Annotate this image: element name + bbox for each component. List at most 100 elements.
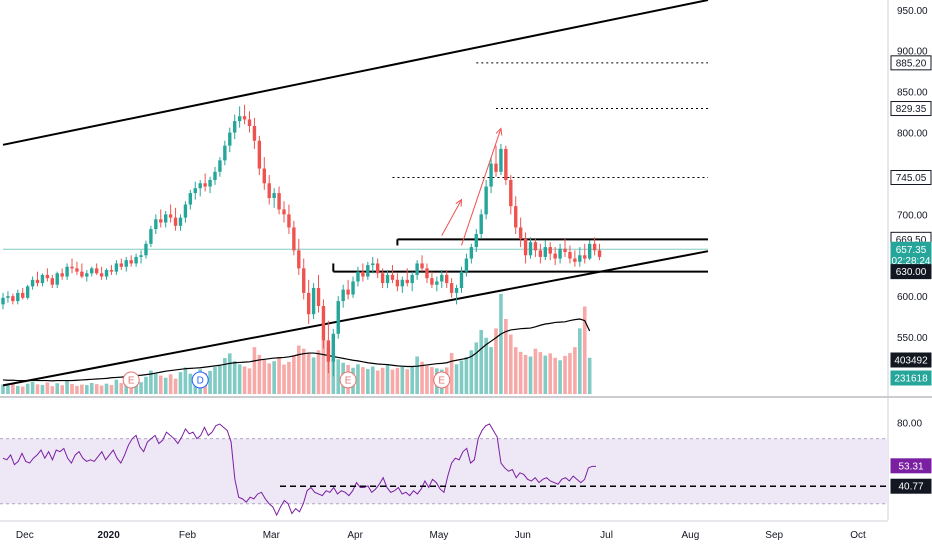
volume-bar [114, 379, 119, 394]
candle-body [302, 268, 306, 293]
volume-bar [89, 382, 94, 394]
rsi-value-badge-box [890, 458, 932, 474]
candle-body [361, 271, 365, 277]
candle-body [104, 270, 109, 277]
volume-bar [30, 381, 35, 394]
candle-body [60, 273, 64, 277]
volume-bar [504, 319, 508, 394]
projection-arrow [441, 199, 462, 236]
volume-bar [227, 353, 232, 394]
volume-bar [494, 328, 498, 394]
time-tick-label: Feb [179, 530, 197, 541]
candle-body [159, 219, 163, 223]
candle-body [474, 234, 478, 248]
event-marker-circle [191, 371, 209, 389]
volume-bar [366, 369, 370, 394]
candle-body [449, 283, 454, 293]
projection-arrows [441, 127, 503, 246]
candle-body [464, 258, 469, 272]
candle-body [435, 281, 439, 285]
volume-bar [183, 367, 188, 394]
volume-bar [178, 372, 183, 394]
event-marker-earnings[interactable]: E [122, 371, 140, 389]
volume-bar [316, 350, 321, 394]
projection-arrowhead [495, 127, 503, 136]
volume-bar [282, 364, 286, 394]
time-tick-label: Jun [515, 530, 531, 541]
volume-bar [242, 366, 247, 394]
volume-average-badge-box [890, 352, 932, 368]
projection-arrow [461, 128, 502, 246]
candle-body [16, 292, 20, 302]
volume-bar [223, 358, 227, 394]
price-badge-text: 745.05 [896, 173, 927, 184]
volume-bar [11, 383, 15, 394]
price-tick-label: 950.00 [897, 6, 928, 17]
volume-bar [292, 356, 296, 394]
volume-bar [469, 350, 474, 394]
volume-bar [139, 382, 143, 394]
volume-bar [104, 383, 109, 394]
candle-body [208, 180, 212, 187]
candle-body [90, 268, 94, 274]
volume-bar [124, 381, 129, 394]
time-tick-label: Sep [765, 530, 783, 541]
candle-body [543, 247, 547, 257]
rsi-band-fill [0, 438, 888, 504]
volume-bar [573, 347, 577, 394]
candle-body [183, 204, 188, 218]
event-marker-earnings[interactable]: E [339, 371, 357, 389]
rsi-line [2, 423, 596, 517]
candle-body [213, 171, 217, 180]
volume-bar [208, 370, 212, 394]
candle-body [99, 273, 104, 277]
volume-bar [163, 377, 168, 394]
event-marker-dividend[interactable]: D [191, 371, 209, 389]
candle-body [548, 247, 552, 254]
candle-body [583, 255, 587, 259]
volume-bar [405, 369, 410, 394]
candle-body [277, 193, 281, 210]
event-marker-letter: E [438, 376, 445, 387]
candle-body [25, 286, 30, 298]
candle-body [597, 250, 602, 257]
candle-body [469, 247, 474, 259]
volume-bar [370, 366, 375, 394]
candle-body [489, 163, 493, 187]
candle-body [440, 274, 444, 282]
volume-average-badge: 403492 [890, 352, 932, 368]
volume-bar [168, 374, 173, 394]
volume-bar [459, 360, 464, 394]
volume-bar [144, 376, 148, 394]
candle-body [573, 258, 577, 262]
volume-bar [173, 378, 178, 394]
candle-body [21, 292, 25, 298]
time-tick-label: 2020 [98, 530, 121, 541]
candle-body [297, 250, 301, 269]
candle-body [385, 274, 390, 284]
event-marker-circle [339, 371, 357, 389]
candle-body [509, 180, 513, 207]
candle-body [459, 271, 464, 288]
event-marker-earnings-future[interactable]: E [433, 371, 451, 389]
volume-bar [272, 361, 276, 394]
candle-body [50, 278, 54, 285]
candle-body [173, 217, 178, 226]
candle-body [80, 271, 84, 277]
candle-body [139, 255, 143, 257]
volume-bar [489, 347, 493, 394]
candle-body [228, 132, 232, 146]
candle-body [430, 278, 434, 285]
price-badge: 657.35 [890, 241, 932, 257]
candle-body [592, 243, 597, 251]
volume-bar [499, 294, 503, 394]
candle-body [292, 227, 296, 251]
candle-body [553, 253, 557, 259]
volume-bar [15, 385, 20, 394]
price-tick-label: 850.00 [897, 88, 928, 99]
candle-body [75, 268, 79, 272]
volume-bar [587, 357, 592, 394]
candle-body [154, 219, 158, 230]
